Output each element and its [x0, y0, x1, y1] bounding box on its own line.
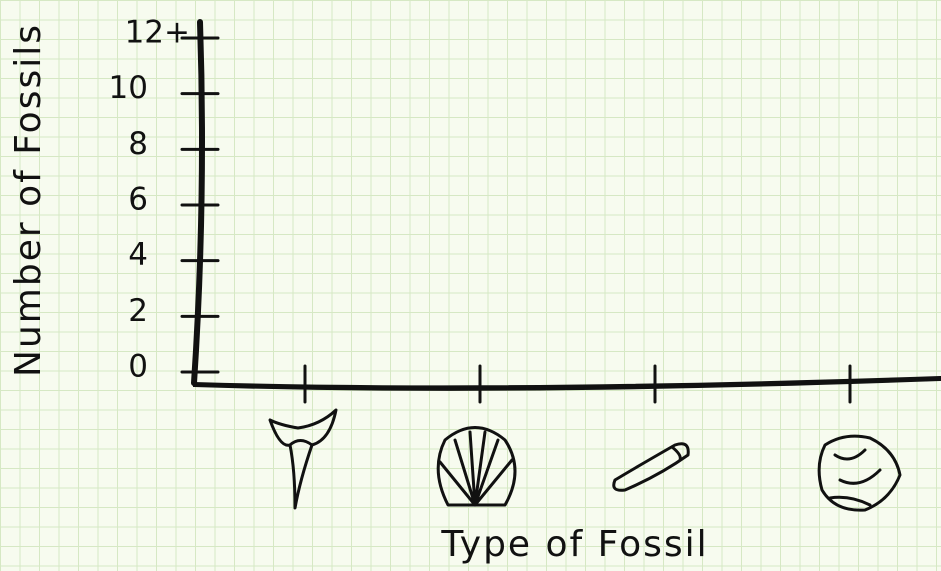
y-tick-label: 4	[128, 237, 148, 273]
y-tick-label: 8	[128, 126, 148, 162]
page: Number of Fossils Type of Fossil 0 2 4 6 8 10…	[0, 0, 941, 567]
fossil-icons	[270, 410, 900, 510]
x-axis-title: Type of Fossil	[440, 524, 708, 565]
coral-icon	[819, 436, 900, 510]
y-tick-label: 6	[128, 182, 148, 218]
y-axis	[194, 22, 202, 383]
y-tick-label: 2	[128, 293, 148, 329]
y-tick-label: 12+	[125, 15, 190, 51]
crinoid-stem-icon	[614, 444, 688, 491]
chart: Number of Fossils Type of Fossil 0 2 4 6 8 10…	[0, 0, 941, 567]
y-tick-label: 10	[109, 70, 148, 106]
y-axis-title: Number of Fossils	[8, 23, 49, 377]
shell-icon	[438, 428, 515, 506]
y-tick-label: 0	[128, 349, 148, 385]
shark-tooth-icon	[270, 410, 336, 508]
